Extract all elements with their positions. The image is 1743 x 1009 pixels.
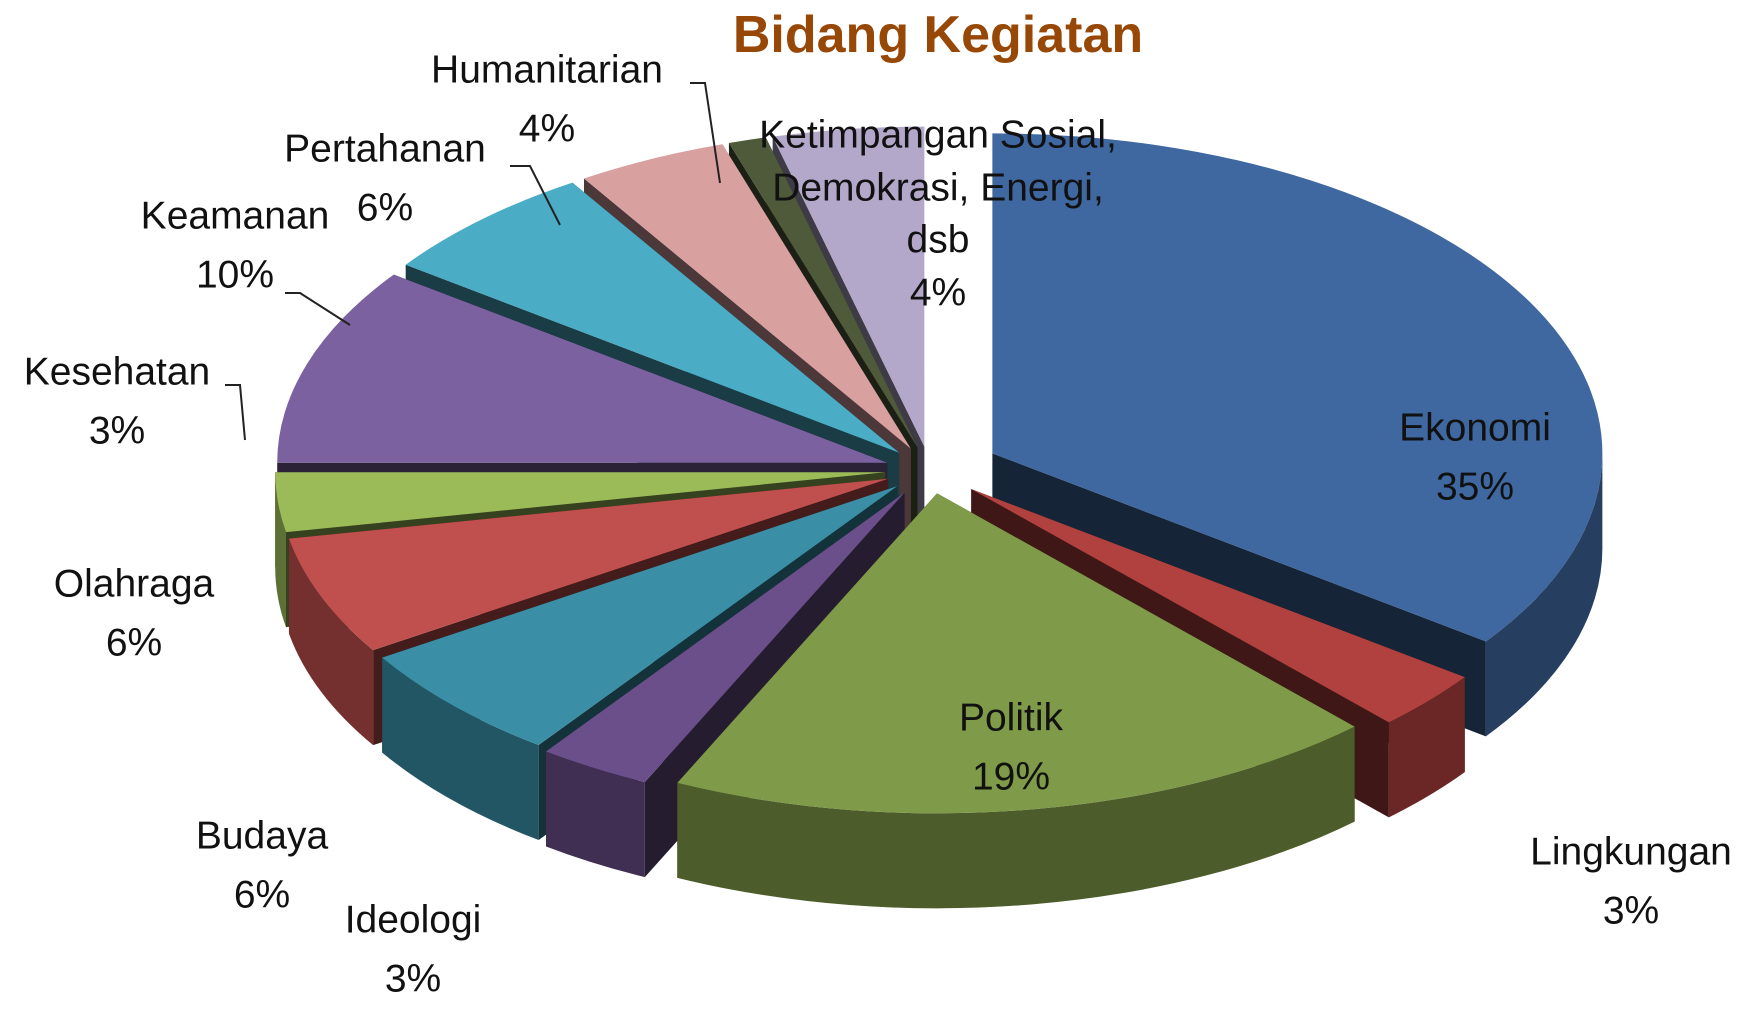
label-name: Lingkungan <box>1530 830 1732 874</box>
data-label: Olahraga 6% <box>54 556 214 673</box>
slice <box>405 182 900 453</box>
label-name: Ekonomi <box>1399 406 1551 450</box>
slice <box>545 492 905 783</box>
data-label: Budaya 6% <box>196 808 328 925</box>
label-value: 3% <box>1602 889 1660 932</box>
slice-wall <box>382 657 539 841</box>
label-name: Pertahanan <box>284 127 486 171</box>
label-value: 35% <box>1435 465 1515 508</box>
slice <box>275 472 886 533</box>
label-value: 10% <box>195 253 275 296</box>
label-name: Kesehatan <box>23 350 211 394</box>
leader-line <box>510 165 561 226</box>
slice-wall <box>1485 453 1603 737</box>
slice-wall <box>677 726 1355 909</box>
label-value: 4% <box>518 107 576 150</box>
data-label: Ekonomi 35% <box>1399 400 1551 517</box>
data-label: Ideologi 3% <box>345 892 482 1009</box>
leader-line <box>285 292 351 326</box>
chart-title: Bidang Kegiatan <box>732 6 1144 64</box>
slice <box>971 489 1465 723</box>
slice-group <box>677 493 1355 909</box>
slice <box>992 133 1603 642</box>
slice-wall <box>1388 677 1465 818</box>
label-value: 6% <box>105 621 163 664</box>
data-label: Lingkungan 3% <box>1530 824 1732 941</box>
data-label: Humanitarian 4% <box>431 42 663 159</box>
label-name: Ideologi <box>344 898 482 942</box>
label-name: Keamanan <box>140 194 330 238</box>
label-name: Budaya <box>195 814 329 858</box>
slice <box>583 144 911 449</box>
data-label: Pertahanan 6% <box>284 121 486 238</box>
label-value: 6% <box>356 186 414 229</box>
slice <box>728 137 918 448</box>
label-name: Politik <box>958 696 1064 740</box>
label-name: Ketimpangan Sosial, Demokrasi, Energi, d… <box>759 113 1117 262</box>
leader-line <box>690 82 721 184</box>
label-value: 3% <box>88 409 146 452</box>
data-label: Politik 19% <box>959 690 1063 807</box>
label-name: Olahraga <box>53 562 215 606</box>
data-label: Keamanan 10% <box>141 188 330 305</box>
slice <box>277 274 888 463</box>
slice <box>772 126 925 447</box>
data-label: Kesehatan 3% <box>24 344 211 461</box>
slice-wall <box>275 472 287 628</box>
slice-wall <box>288 538 374 746</box>
leader-line <box>225 384 246 441</box>
slice-wall <box>545 751 645 878</box>
label-value: 6% <box>233 873 291 916</box>
label-name: Humanitarian <box>431 48 663 92</box>
label-value: 3% <box>384 957 442 1000</box>
label-value: 19% <box>971 755 1051 798</box>
data-label: Ketimpangan Sosial, Demokrasi, Energi, d… <box>753 110 1123 321</box>
label-value: 4% <box>909 271 967 315</box>
slice <box>677 493 1355 814</box>
slice <box>382 486 898 746</box>
slice <box>288 478 889 651</box>
